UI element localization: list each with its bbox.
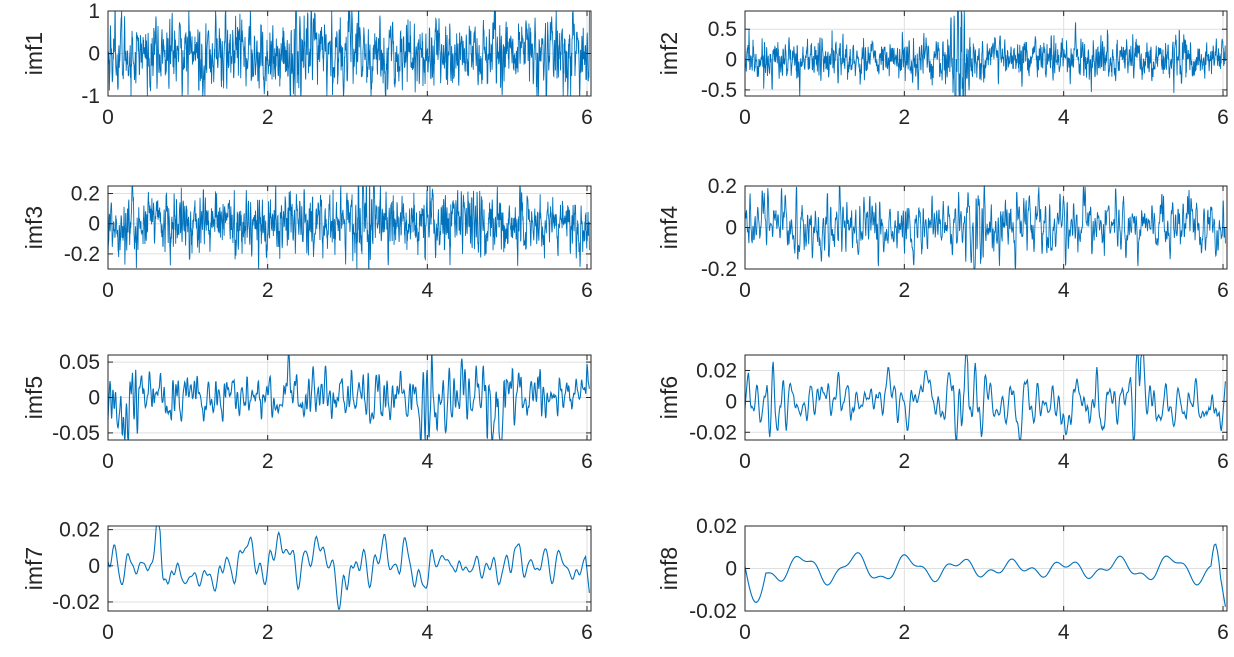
y-tick-label: 0 (88, 555, 100, 578)
y-axis-label: imf1 (21, 32, 47, 75)
axes-box (744, 10, 1228, 97)
y-tick-label: -0.02 (52, 591, 100, 614)
y-tick-label: 0 (725, 49, 737, 72)
x-tick-label: 2 (898, 279, 910, 302)
x-tick-label: 4 (1058, 450, 1070, 473)
series-line-imf2 (744, 10, 1226, 97)
x-tick-label: 0 (739, 279, 751, 302)
y-tick-label: 0.02 (59, 519, 100, 542)
x-tick-label: 2 (262, 279, 274, 302)
y-axis-label: imf3 (21, 206, 47, 249)
x-tick-label: 6 (581, 621, 593, 644)
x-tick-label: 2 (262, 450, 274, 473)
y-tick-label: 0 (88, 43, 100, 66)
y-tick-label: 0 (725, 217, 737, 240)
y-tick-label: 1 (88, 0, 100, 23)
y-tick-label: -0.2 (701, 258, 737, 281)
axes-box (744, 354, 1228, 441)
x-tick-label: 2 (898, 106, 910, 129)
y-tick-label: 0.2 (708, 175, 737, 198)
x-tick-label: 6 (1217, 279, 1229, 302)
x-tick-label: 0 (739, 621, 751, 644)
x-tick-label: 0 (102, 279, 114, 302)
y-tick-label: 0.5 (708, 18, 737, 41)
y-tick-label: -0.02 (689, 421, 737, 444)
plot-area (745, 11, 1227, 96)
y-tick-label: -0.02 (689, 600, 737, 623)
y-axis-label: imf8 (656, 547, 682, 590)
y-tick-label: 0 (88, 213, 100, 236)
y-axis-label: imf7 (21, 547, 47, 590)
series-line-imf1 (107, 10, 590, 97)
y-axis-label: imf6 (656, 376, 682, 419)
y-tick-label: -0.2 (64, 243, 100, 266)
plot-area (108, 526, 591, 611)
y-tick-label: 0 (88, 387, 100, 410)
x-tick-label: 2 (898, 621, 910, 644)
y-tick-label: -0.5 (701, 79, 737, 102)
x-tick-label: 0 (102, 621, 114, 644)
y-tick-label: 0.05 (59, 351, 100, 374)
axes-box (107, 185, 592, 270)
x-tick-label: 6 (1217, 106, 1229, 129)
x-tick-label: 4 (421, 621, 433, 644)
y-tick-label: 0.2 (71, 183, 100, 206)
x-tick-label: 4 (1058, 106, 1070, 129)
y-tick-label: -1 (81, 85, 100, 108)
x-tick-label: 6 (581, 450, 593, 473)
x-tick-label: 6 (581, 279, 593, 302)
x-tick-label: 0 (739, 106, 751, 129)
y-axis-label: imf2 (656, 32, 682, 75)
y-tick-label: 0.02 (696, 515, 737, 538)
x-tick-label: 4 (421, 106, 433, 129)
y-tick-label: -0.05 (52, 422, 100, 445)
y-tick-label: 0 (725, 390, 737, 413)
x-tick-label: 6 (1217, 450, 1229, 473)
x-tick-label: 0 (102, 450, 114, 473)
series-line-imf4 (744, 184, 1226, 270)
x-tick-label: 4 (1058, 279, 1070, 302)
series-line-imf6 (744, 354, 1226, 441)
x-tick-label: 2 (262, 106, 274, 129)
y-axis-label: imf5 (21, 376, 47, 419)
x-tick-label: 2 (898, 450, 910, 473)
x-tick-label: 2 (262, 621, 274, 644)
y-axis-label: imf4 (656, 206, 682, 250)
x-tick-label: 6 (1217, 621, 1229, 644)
y-tick-label: 0.02 (696, 359, 737, 382)
axes-box (107, 525, 592, 612)
x-tick-label: 0 (102, 106, 114, 129)
y-tick-label: 0 (725, 558, 737, 581)
x-tick-label: 4 (1058, 621, 1070, 644)
x-tick-label: 4 (421, 279, 433, 302)
series-line-imf5 (107, 354, 590, 441)
series-line-imf3 (107, 185, 590, 270)
series-line-imf7 (107, 525, 590, 610)
series-line-imf8 (744, 543, 1226, 607)
x-tick-label: 4 (421, 450, 433, 473)
x-tick-label: 6 (581, 106, 593, 129)
x-tick-label: 0 (739, 450, 751, 473)
